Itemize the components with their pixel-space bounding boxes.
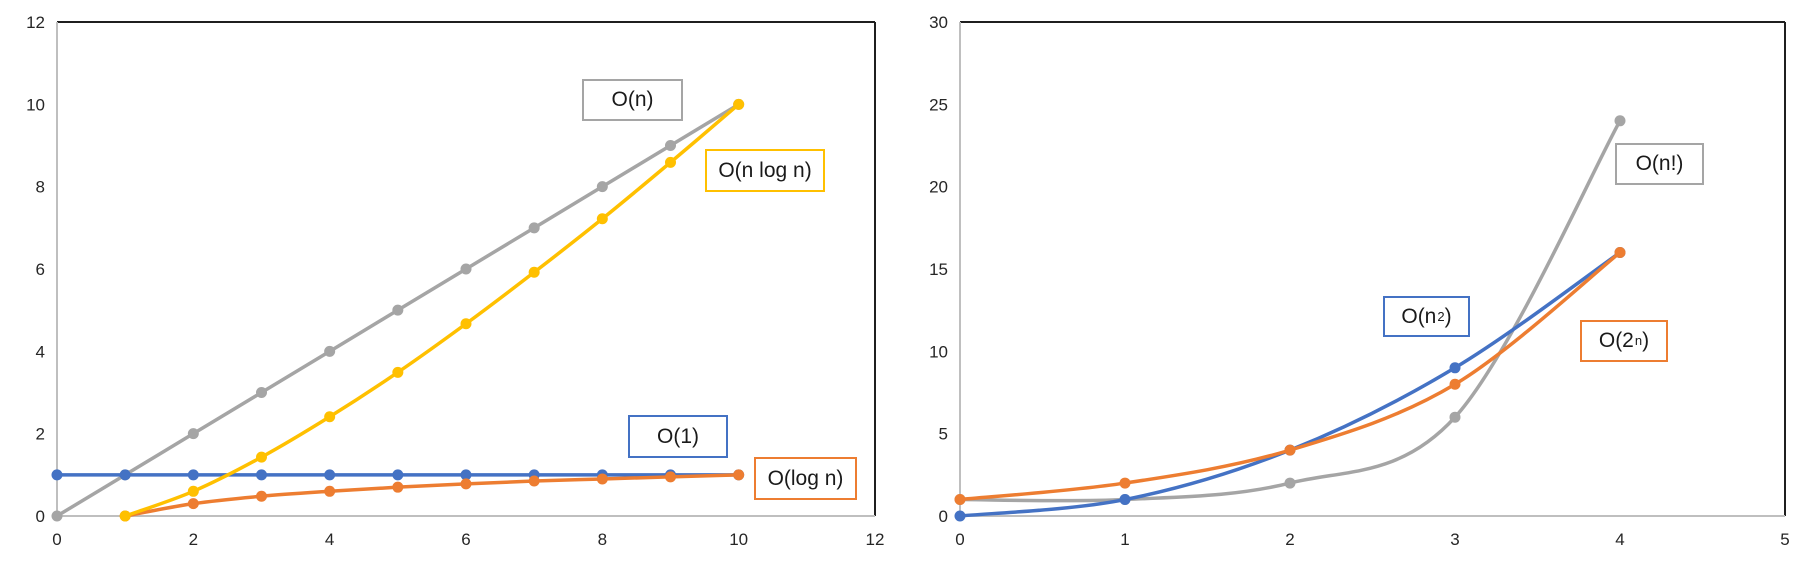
fast-growth-chart-y-tick-label: 20 <box>929 178 948 197</box>
small-growth-chart-y-tick-label: 6 <box>36 260 45 279</box>
small-growth-chart-x-tick-label: 8 <box>598 530 607 549</box>
series-o-n-factorial-point <box>1449 411 1461 423</box>
series-o-2-to-n-point <box>954 494 966 506</box>
series-o-n-point <box>392 304 404 316</box>
small-growth-chart-y-tick-label: 4 <box>36 342 45 361</box>
series-o-n-log-n-point <box>733 98 745 110</box>
small-growth-chart-x-tick-label: 12 <box>866 530 885 549</box>
series-o-log-n-point <box>733 469 745 481</box>
fast-growth-chart-x-tick-label: 0 <box>955 530 964 549</box>
series-o-log-n-point <box>324 485 336 497</box>
series-o-n-point <box>528 222 540 234</box>
series-o-n-factorial-point <box>1614 115 1626 127</box>
series-o-log-n-point <box>596 473 608 485</box>
series-o-1-point <box>256 469 267 481</box>
series-o-n-squared-line <box>958 250 1622 518</box>
small-growth-chart-y-tick-label: 2 <box>36 425 45 444</box>
series-o-1-point <box>324 469 336 481</box>
series-o-2-to-n-point <box>1449 378 1461 390</box>
series-o-n-squared-point <box>1119 494 1131 506</box>
series-o-1-point <box>187 469 199 481</box>
series-o-n-point <box>596 181 608 193</box>
chart-fast-growth-chart: 0 1 2 3 4 5 0 5 10 15 20 25 30 <box>929 13 1790 549</box>
small-growth-chart-y-tick-label: 10 <box>26 95 45 114</box>
series-o-2-to-n-point <box>1284 444 1296 456</box>
fast-growth-chart-y-tick-label: 15 <box>929 260 948 279</box>
series-o-n-log-n-line <box>123 102 741 518</box>
series-o-n-log-n-point <box>324 411 336 423</box>
series-o-1-point <box>119 469 131 481</box>
series-o-log-n-point <box>187 498 199 510</box>
series-o-log-n-line <box>123 473 741 518</box>
series-o-2-to-n-line <box>958 250 1622 502</box>
series-o-n-log-n-point <box>187 485 199 497</box>
fast-growth-chart-y-tick-label: 5 <box>939 425 948 444</box>
fast-growth-chart-x-tick-label: 3 <box>1450 530 1459 549</box>
fast-growth-chart-x-tick-label: 5 <box>1780 530 1789 549</box>
fast-growth-chart-y-tick-label: 25 <box>929 95 948 114</box>
fast-growth-chart-y-tick-label: 0 <box>939 507 948 526</box>
series-o-1-point <box>460 469 472 481</box>
series-o-1-point <box>51 469 63 481</box>
series-o-n-factorial-line <box>958 119 1622 503</box>
series-o-n-point <box>324 345 336 357</box>
small-growth-chart-y-tick-label: 12 <box>26 13 45 32</box>
small-growth-chart-x-tick-label: 2 <box>189 530 198 549</box>
series-o-n-log-n-point <box>392 366 404 378</box>
fast-growth-chart-x-tick-label: 4 <box>1615 530 1624 549</box>
series-o-n-log-n-point <box>460 318 472 330</box>
series-o-n-factorial-point <box>1284 477 1296 489</box>
series-o-n-squared-point <box>1449 362 1461 374</box>
small-growth-chart-x-tick-label: 10 <box>729 530 748 549</box>
fast-growth-chart-x-tick-label: 2 <box>1285 530 1294 549</box>
chart-small-growth-chart: 0 2 4 6 8 10 12 0 2 4 6 8 10 12 <box>26 13 884 549</box>
series-o-n-point <box>51 510 63 522</box>
series-o-2-to-n-point <box>1119 477 1131 489</box>
series-o-n-squared-point <box>954 510 966 522</box>
series-o-2-to-n-point <box>1614 247 1626 259</box>
small-growth-chart-y-tick-label: 8 <box>36 178 45 197</box>
series-o-1-point <box>392 469 404 481</box>
series-o-n-log-n-point <box>528 266 540 278</box>
series-o-n-log-n-point <box>596 213 608 225</box>
small-growth-chart-x-tick-label: 0 <box>52 530 61 549</box>
series-o-n-point <box>665 140 676 151</box>
series-o-log-n-point <box>256 490 267 502</box>
series-o-n-point <box>187 428 199 440</box>
series-o-log-n-point <box>528 475 540 487</box>
series-o-n-point <box>460 263 472 275</box>
series-o-n-log-n-point <box>119 510 131 522</box>
series-o-log-n-point <box>392 481 404 493</box>
fast-growth-chart-x-tick-label: 1 <box>1120 530 1129 549</box>
small-growth-chart-x-tick-label: 6 <box>461 530 470 549</box>
fast-growth-chart-y-tick-label: 10 <box>929 342 948 361</box>
series-o-n-log-n-point <box>256 451 267 463</box>
small-growth-chart-x-tick-label: 4 <box>325 530 334 549</box>
series-o-log-n-point <box>460 478 472 490</box>
series-o-n-log-n-point <box>665 156 676 168</box>
series-o-log-n-point <box>665 471 676 483</box>
fast-growth-chart-y-tick-label: 30 <box>929 13 948 32</box>
series-o-n-point <box>256 387 267 398</box>
small-growth-chart-y-tick-label: 0 <box>36 507 45 526</box>
